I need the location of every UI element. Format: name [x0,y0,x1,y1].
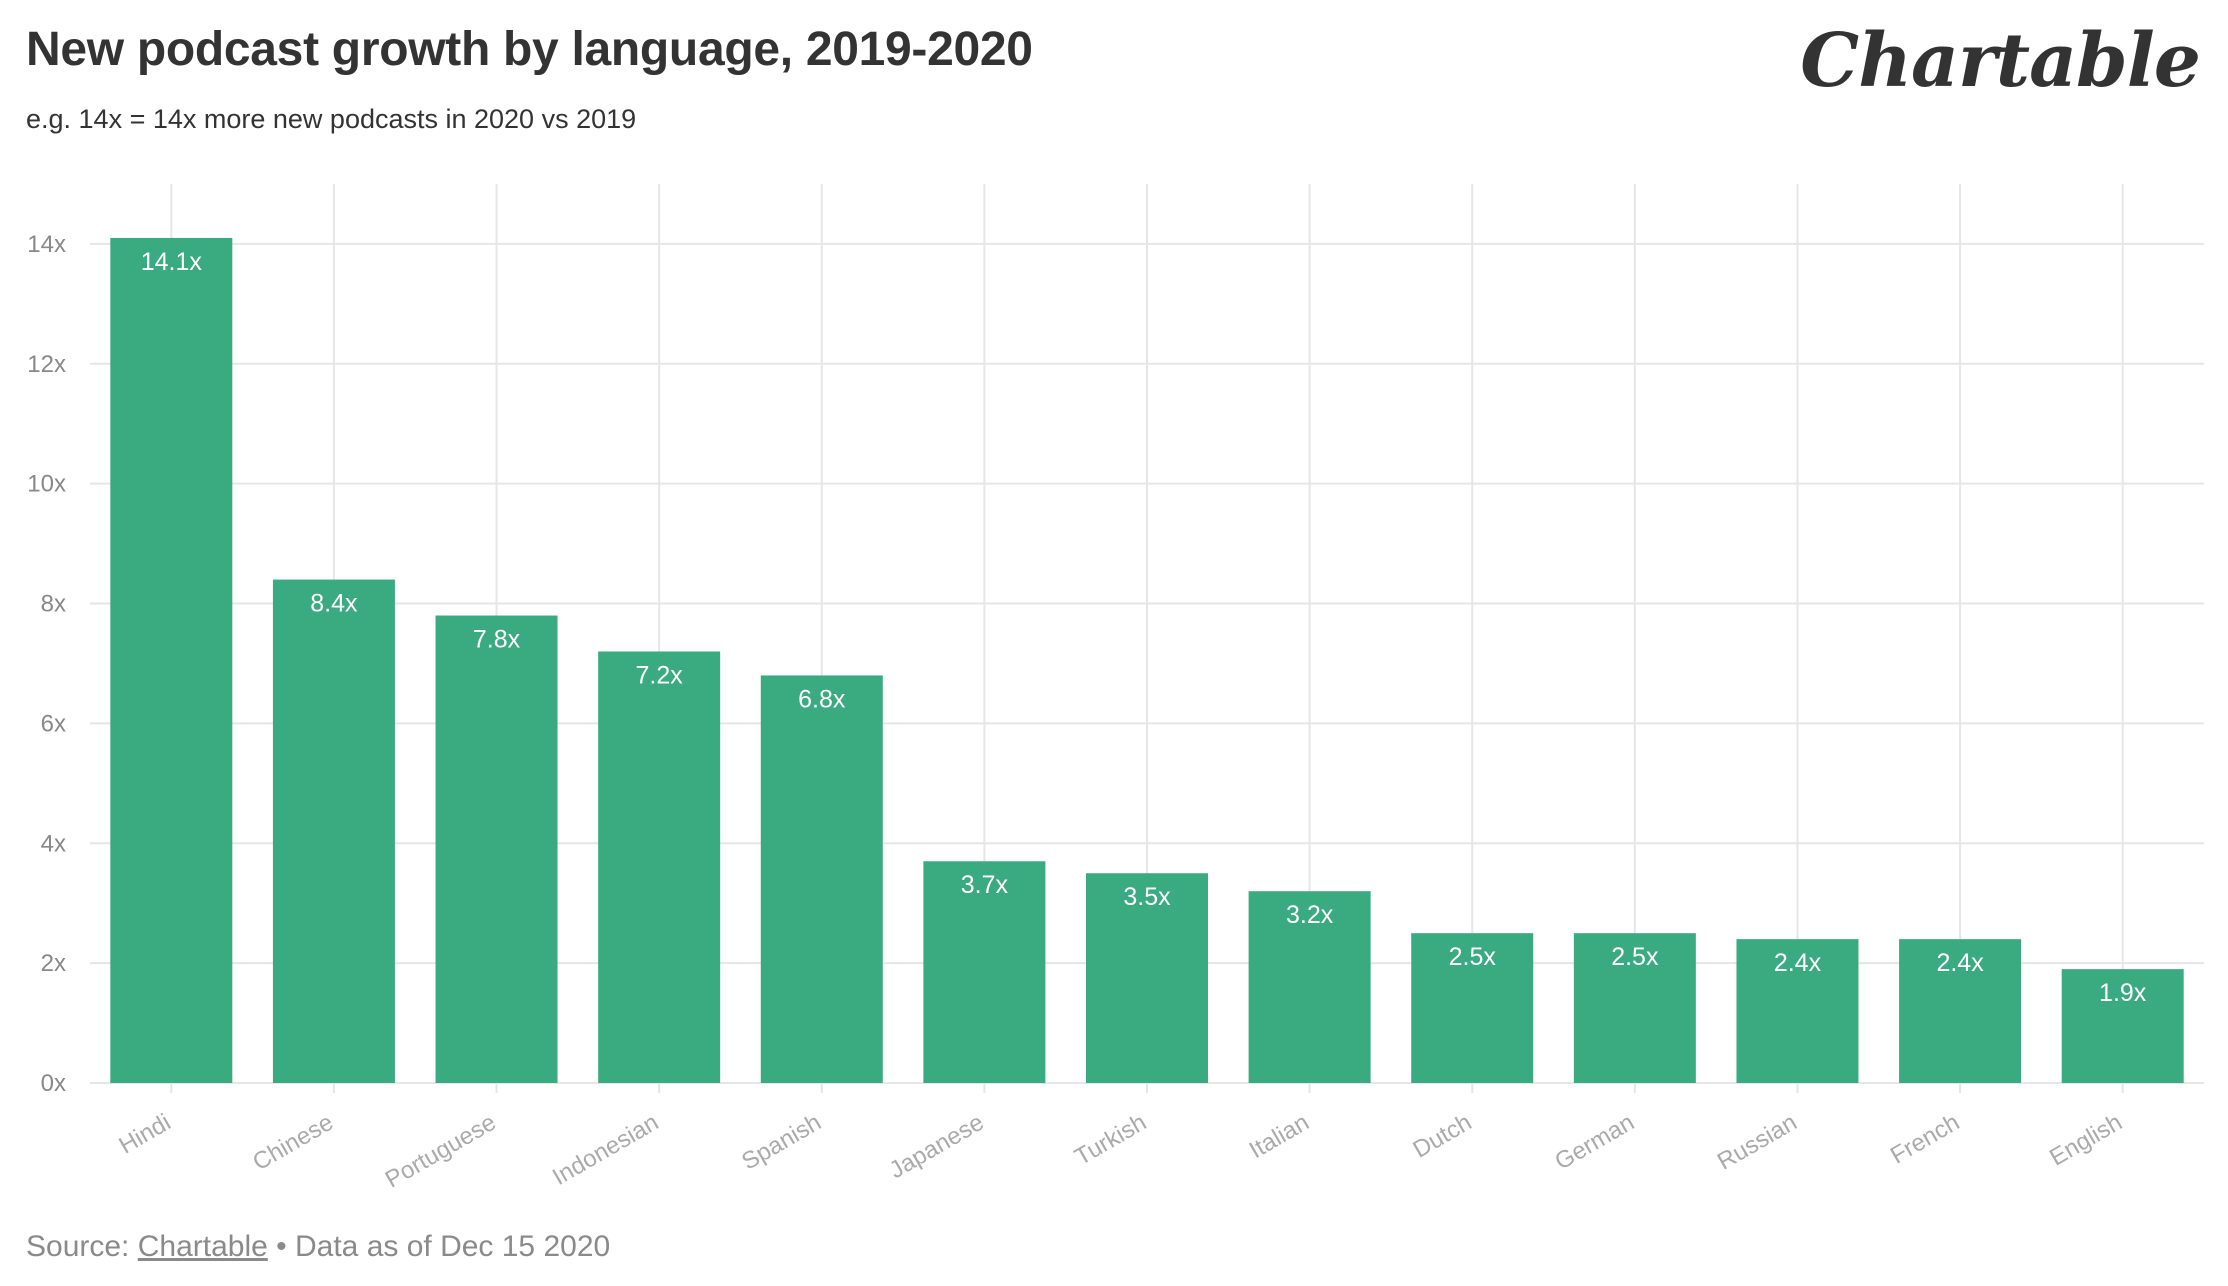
bar-value-label: 7.2x [636,661,684,689]
x-tick-label: Dutch [1409,1109,1477,1164]
data-date-note: • Data as of Dec 15 2020 [267,1230,611,1263]
bar [923,861,1046,1083]
x-tick-label: French [1886,1109,1964,1170]
bar [1573,933,1696,1083]
bars: 14.1x 8.4x 7.8x 7.2x 6.8x 3.7x 3.5x 3.2x 2.5x 2.5… [110,237,2184,1083]
x-tick-label: Chinese [248,1109,338,1176]
bar [1248,891,1371,1083]
source-prefix: Source: [26,1230,138,1263]
y-tick-label: 10x [27,471,66,498]
chart-footer: Source: Chartable • Data as of Dec 15 20… [26,1230,610,1264]
x-tick-label: Russian [1713,1109,1802,1176]
bar [1899,939,2022,1083]
bar-value-label: 7.8x [473,626,521,654]
bar-value-label: 2.5x [1611,943,1659,971]
bar-value-label: 1.9x [2099,979,2147,1007]
bar-value-label: 3.7x [961,871,1009,899]
y-tick-label: 6x [41,710,66,737]
bar-value-label: 3.2x [1286,901,1334,929]
x-tick-label: Turkish [1070,1109,1151,1171]
bar-value-label: 2.4x [1936,949,1984,977]
x-tick-label: Hindi [115,1109,176,1160]
x-tick-label: English [2045,1109,2127,1172]
x-tick-label: Italian [1245,1109,1314,1164]
source-link[interactable]: Chartable [137,1230,268,1263]
bar-value-label: 3.5x [1123,883,1171,911]
y-tick-label: 2x [41,950,66,977]
bar [435,615,558,1083]
chart-subtitle: e.g. 14x = 14x more new podcasts in 2020… [26,104,637,134]
x-tick-label: German [1550,1109,1639,1176]
bar [110,237,233,1083]
bar [2061,969,2184,1083]
y-tick-label: 4x [41,830,66,857]
chartable-logo: Chartable [1800,18,2201,104]
x-tick-label: Japanese [885,1109,989,1184]
bar-value-label: 8.4x [310,590,358,618]
y-tick-label: 0x [41,1070,66,1097]
y-tick-label: 12x [27,351,66,378]
chart-title: New podcast growth by language, 2019-202… [26,23,1033,76]
x-tick-label: Indonesian [548,1109,663,1191]
bar [598,651,721,1083]
bar-value-label: 2.4x [1774,949,1822,977]
x-tick-label: Portuguese [381,1109,501,1194]
bar [1736,939,1859,1083]
bar-value-label: 6.8x [798,685,846,713]
y-tick-label: 14x [27,231,66,258]
bar [760,675,883,1083]
bar-value-label: 2.5x [1449,943,1497,971]
bar-value-label: 14.1x [141,248,203,276]
y-tick-label: 8x [41,591,66,618]
x-tick-label: Spanish [737,1109,826,1176]
bar [1411,933,1534,1083]
bar [1086,873,1208,1083]
bar [272,579,395,1083]
